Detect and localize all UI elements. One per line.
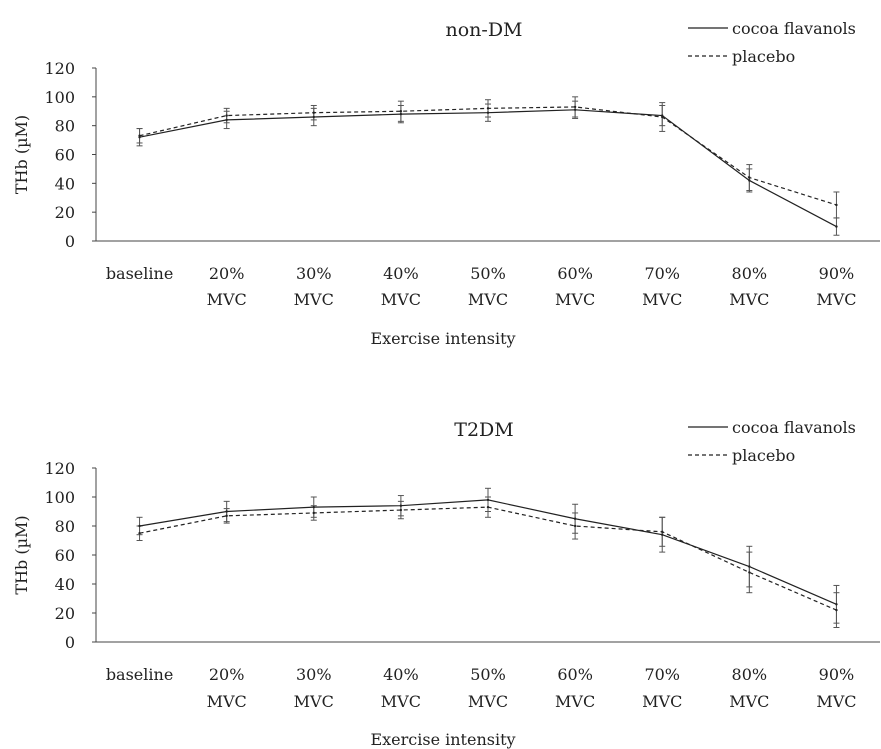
- data-point: [573, 524, 577, 528]
- x-tick-label: MVC: [381, 290, 421, 309]
- x-axis-label: Exercise intensity: [370, 730, 515, 749]
- x-tick-label: MVC: [207, 290, 247, 309]
- x-tick-label: 90%: [819, 264, 855, 283]
- data-point: [486, 107, 490, 110]
- data-point: [486, 498, 490, 502]
- data-point: [312, 111, 315, 114]
- data-point: [312, 505, 315, 509]
- data-point: [748, 179, 751, 182]
- chart-1: T2DM 0 20 40 60 80 100 120 baseline 20% MVC 30% MVC 4…: [12, 418, 880, 749]
- x-tick-label: MVC: [642, 290, 682, 309]
- y-tick-label: 120: [44, 59, 75, 78]
- y-axis-label: THb (µM): [12, 515, 31, 594]
- y-tick-label: 80: [55, 517, 75, 536]
- data-point: [138, 134, 141, 137]
- x-tick-label: baseline: [106, 264, 173, 283]
- data-point: [399, 504, 403, 507]
- x-tick-label: MVC: [642, 692, 682, 711]
- x-tick-label: MVC: [816, 692, 856, 711]
- data-point: [138, 532, 141, 535]
- chart-0: non-DM 0 20 40 60 80 100 120 baseline 20% MVC 30% MV…: [12, 19, 880, 348]
- data-point: [225, 118, 228, 122]
- x-tick-label: 20%: [209, 665, 245, 684]
- data-point: [573, 517, 577, 520]
- series-line-placebo: [139, 506, 837, 611]
- x-tick-label: 50%: [470, 264, 506, 283]
- x-tick-label: 40%: [383, 665, 419, 684]
- x-tick-label: MVC: [381, 692, 421, 711]
- x-tick-label: 80%: [732, 665, 768, 684]
- x-tick-label: 90%: [819, 665, 855, 684]
- data-point: [312, 115, 315, 119]
- data-point: [661, 533, 664, 536]
- legend-label: placebo: [732, 47, 795, 66]
- data-point: [573, 108, 577, 112]
- data-point: [661, 115, 664, 119]
- data-point: [835, 608, 838, 612]
- series-line-cocoa-flavanols: [139, 109, 837, 228]
- y-tick-label: 60: [55, 146, 75, 165]
- x-axis-label: Exercise intensity: [370, 329, 515, 348]
- data-point: [748, 176, 751, 179]
- y-tick-label: 60: [55, 546, 75, 565]
- y-tick-label: 120: [44, 459, 75, 478]
- x-tick-label: MVC: [294, 290, 334, 309]
- x-tick-label: 80%: [732, 264, 768, 283]
- data-point: [312, 511, 315, 515]
- legend-label: cocoa flavanols: [732, 19, 856, 38]
- y-tick-label: 100: [44, 88, 75, 107]
- chart-title: T2DM: [454, 419, 513, 441]
- data-point: [225, 114, 228, 117]
- x-tick-label: 20%: [209, 264, 245, 283]
- y-axis-label: THb (µM): [12, 115, 31, 194]
- x-tick-label: MVC: [294, 692, 334, 711]
- data-point: [399, 112, 403, 116]
- data-point: [835, 225, 838, 228]
- x-tick-label: MVC: [729, 692, 769, 711]
- y-tick-label: 80: [55, 117, 75, 136]
- x-tick-label: 40%: [383, 264, 419, 283]
- x-tick-label: MVC: [729, 290, 769, 309]
- x-tick-label: baseline: [106, 665, 173, 684]
- data-point: [573, 105, 577, 109]
- x-tick-label: 50%: [470, 665, 506, 684]
- legend-label: cocoa flavanols: [732, 418, 856, 437]
- x-tick-label: 30%: [296, 665, 332, 684]
- data-point: [835, 603, 838, 606]
- x-tick-label: 70%: [644, 665, 680, 684]
- y-tick-label: 0: [65, 232, 75, 251]
- x-tick-label: 30%: [296, 264, 332, 283]
- data-point: [399, 110, 403, 113]
- data-point: [138, 524, 141, 528]
- data-point: [748, 565, 751, 568]
- y-tick-label: 100: [44, 488, 75, 507]
- x-tick-label: MVC: [816, 290, 856, 309]
- y-tick-label: 0: [65, 633, 75, 652]
- chart-title: non-DM: [445, 19, 522, 41]
- data-point: [225, 510, 228, 513]
- data-point: [486, 111, 490, 114]
- x-tick-label: MVC: [468, 692, 508, 711]
- x-tick-label: MVC: [555, 290, 595, 309]
- y-tick-label: 20: [55, 203, 75, 222]
- x-tick-label: 60%: [557, 264, 593, 283]
- x-tick-label: 60%: [557, 665, 593, 684]
- data-point: [486, 505, 490, 509]
- x-tick-label: MVC: [555, 692, 595, 711]
- x-tick-label: MVC: [207, 692, 247, 711]
- data-point: [399, 508, 403, 512]
- data-point: [835, 203, 838, 207]
- x-tick-label: 70%: [644, 264, 680, 283]
- data-point: [748, 571, 751, 574]
- y-tick-label: 40: [55, 575, 75, 594]
- x-tick-label: MVC: [468, 290, 508, 309]
- data-point: [661, 530, 664, 533]
- data-point: [225, 514, 228, 518]
- legend-label: placebo: [732, 446, 795, 465]
- y-tick-label: 40: [55, 174, 75, 193]
- y-tick-label: 20: [55, 604, 75, 623]
